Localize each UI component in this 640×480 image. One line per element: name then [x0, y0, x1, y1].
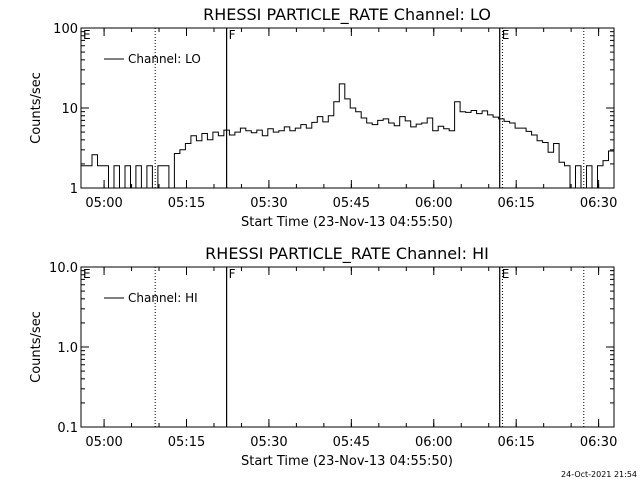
x-tick-label: 06:00 [415, 435, 452, 450]
x-tick-label: 06:30 [580, 196, 617, 211]
timestamp: 24-Oct-2021 21:54 [561, 470, 637, 479]
event-marker: E [83, 267, 91, 281]
x-tick-label: 05:30 [250, 435, 287, 450]
chart-panel-hi: RHESSI PARTICLE_RATE Channel: HI 0.1 1.0 1… [29, 244, 617, 469]
series-line-lo [81, 83, 615, 189]
y-axis-label-lo: Counts/sec [29, 72, 44, 144]
x-tick-label: 05:45 [333, 435, 370, 450]
y-tick-label: 10 [61, 102, 78, 117]
x-tick-label: 05:30 [250, 196, 287, 211]
legend-label-lo: Channel: LO [128, 52, 201, 66]
event-marker: F [229, 267, 236, 281]
chart-title-hi: RHESSI PARTICLE_RATE Channel: HI [205, 244, 489, 264]
event-marker: E [502, 28, 510, 42]
y-tick-label: 10.0 [49, 261, 78, 276]
x-axis-label-lo: Start Time (23-Nov-13 04:55:50) [241, 215, 453, 230]
y-axis-label-hi: Counts/sec [29, 311, 44, 383]
x-tick-label: 06:15 [497, 196, 534, 211]
y-tick-label: 0.1 [57, 421, 78, 436]
event-marker: E [83, 28, 91, 42]
x-tick-label: 05:45 [333, 196, 370, 211]
event-marker: F [229, 28, 236, 42]
x-tick-label: 05:00 [85, 435, 122, 450]
x-axis-label-hi: Start Time (23-Nov-13 04:55:50) [241, 454, 453, 469]
x-tick-label: 06:00 [415, 196, 452, 211]
y-tick-label: 1.0 [57, 341, 78, 356]
x-tick-label: 05:15 [168, 435, 205, 450]
chart-panel-lo: RHESSI PARTICLE_RATE Channel: LO 1 10 100 0… [29, 5, 617, 230]
chart-title-lo: RHESSI PARTICLE_RATE Channel: LO [203, 5, 491, 25]
y-tick-label: 1 [70, 182, 78, 197]
legend-label-hi: Channel: HI [128, 291, 198, 305]
y-tick-label: 100 [53, 22, 78, 37]
x-tick-label: 06:30 [580, 435, 617, 450]
x-tick-label: 05:00 [85, 196, 122, 211]
event-marker: E [502, 267, 510, 281]
x-tick-label: 06:15 [497, 435, 534, 450]
x-tick-label: 05:15 [168, 196, 205, 211]
